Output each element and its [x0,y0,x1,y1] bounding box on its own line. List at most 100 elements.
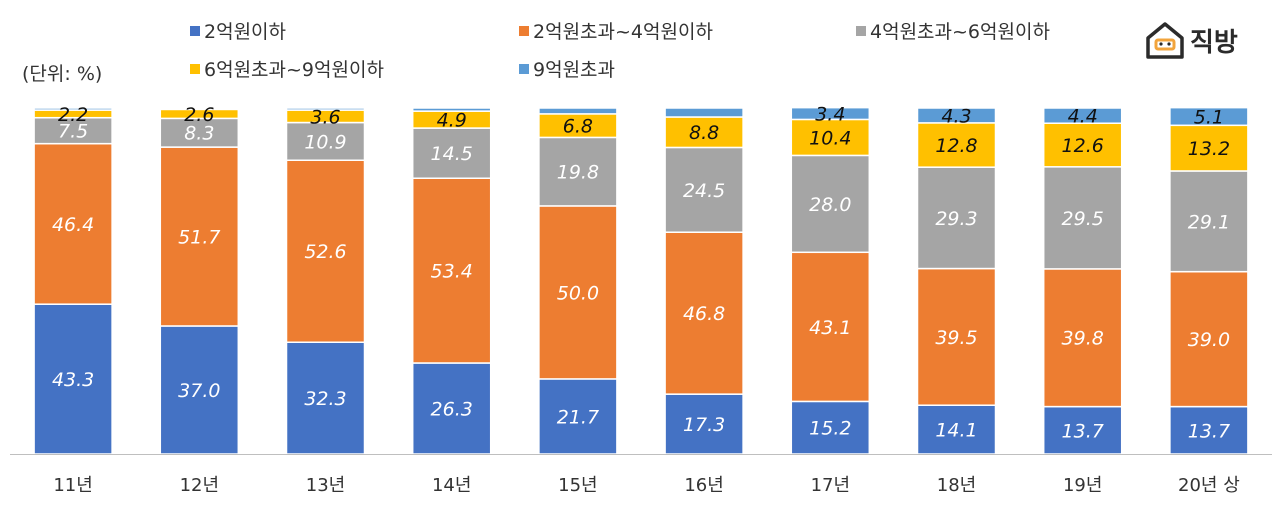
data-label: 4.4 [1068,106,1098,128]
data-label: 51.7 [178,227,220,249]
data-label: 5.1 [1194,106,1224,128]
data-label: 14.1 [935,420,977,442]
bar-segment [664,231,744,395]
data-label: 37.0 [178,380,220,402]
legend-entry: 2억원이하 [204,21,286,43]
data-label: 21.7 [557,406,599,428]
data-label: 10.4 [809,127,851,149]
bar-segment [790,400,871,455]
data-label: 46.8 [683,303,725,325]
bar-segment [916,267,997,406]
bar-segment [33,303,113,455]
x-tick-label: 12년 [180,475,219,496]
unit-label: (단위: %) [22,63,102,85]
bar-segment [916,404,997,455]
data-label: 32.3 [304,388,346,410]
data-label: 39.8 [1062,328,1104,350]
x-tick-label: 15년 [558,475,597,496]
data-label: 29.1 [1188,211,1230,233]
bar-segment [159,107,240,111]
bar-segment [664,146,744,233]
x-axis: 11년 12년 13년 14년 15년 16년 17년 18년 19년 20년 상 [10,454,1272,496]
bar-segment [33,107,113,111]
bar-segment [411,127,492,179]
bar-segment [538,136,618,207]
bar-segment [1169,170,1249,273]
legend-swatch [519,64,529,74]
bar-segment [664,107,744,118]
data-label: 12.8 [935,135,977,157]
data-label: 4.9 [437,110,467,132]
data-labels: 43.3 46.4 7.52.2 37.0 51.7 8.32.6 32.3 52.6 10.9… [52,104,1230,443]
data-label: 8.8 [689,122,719,144]
bar-segment [1169,106,1249,127]
data-label: 13.2 [1188,138,1230,160]
bar-segment [1042,405,1123,455]
bars [33,106,1249,455]
data-label: 43.1 [809,317,851,339]
data-label: 39.5 [935,327,977,349]
data-label: 46.4 [52,214,94,236]
x-tick-label: 18년 [937,475,976,496]
data-label: 15.2 [809,418,851,440]
data-label: 6.8 [563,116,593,138]
legend-swatch [190,26,200,36]
legend-entry: 9억원초과 [533,59,615,81]
data-label: 43.3 [52,369,94,391]
bar-segment [790,154,871,254]
bar-segment [285,107,366,111]
data-label: 13.7 [1062,420,1104,442]
bar-segment [916,122,997,168]
data-label: 2.2 [58,104,88,126]
legend-swatch [856,26,866,36]
bar-segment [538,205,618,380]
bar-segment [1042,107,1123,124]
x-tick-label: 11년 [53,475,92,496]
data-label: 26.3 [431,399,473,421]
bar-segment [1042,166,1123,270]
legend-entry: 6억원초과~9억원이하 [204,59,384,81]
data-label: 10.9 [304,131,346,153]
data-label: 24.5 [683,180,725,202]
bar-segment [411,177,492,364]
x-tick-label: 17년 [811,475,850,496]
data-label: 39.0 [1188,329,1230,351]
data-label: 28.0 [809,194,851,216]
bar-segment [1042,268,1123,408]
data-label: 8.3 [184,123,214,145]
legend-swatch [190,64,200,74]
bar-segment [411,107,492,112]
legend-swatch [519,26,529,36]
x-tick-label: 13년 [306,475,345,496]
legend: 2억원이하 2억원초과~4억원이하 4억원초과~6억원이하 6억원초과~9억원이하 9억… [190,21,1050,81]
data-label: 3.6 [310,106,340,128]
data-label: 17.3 [683,414,725,436]
data-label: 3.4 [815,104,845,126]
data-label: 19.8 [557,162,599,184]
brand-logo: 직방 [1146,22,1238,59]
bar-segment [916,166,997,270]
bar-segment [916,107,997,124]
data-label: 13.7 [1188,420,1230,442]
data-label: 50.0 [557,282,599,304]
brand-name: 직방 [1190,28,1238,58]
data-label: 52.6 [304,241,346,263]
data-label: 7.5 [58,121,88,143]
data-label: 14.5 [431,143,473,165]
x-tick-label: 14년 [432,475,471,496]
legend-entry: 4억원초과~6억원이하 [870,21,1050,43]
bar-segment [664,393,744,455]
data-label: 53.4 [431,261,473,283]
x-tick-label: 20년 상 [1178,475,1240,496]
data-label: 2.6 [184,104,214,126]
data-label: 4.3 [941,105,971,127]
x-tick-label: 19년 [1063,475,1102,496]
house-icon [1146,22,1184,59]
bar-segment [411,362,492,455]
data-label: 29.3 [935,208,977,230]
legend-entry: 2억원초과~4억원이하 [533,21,713,43]
data-label: 29.5 [1062,208,1104,230]
x-tick-label: 16년 [684,475,723,496]
